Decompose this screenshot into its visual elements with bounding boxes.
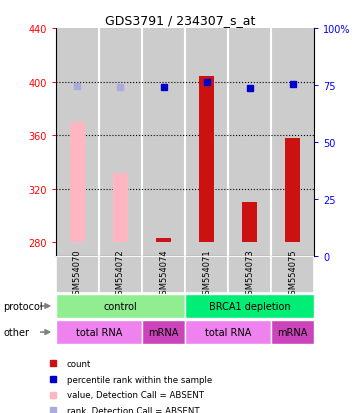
Text: mRNA: mRNA: [148, 327, 179, 337]
Bar: [99, 29, 142, 256]
Bar: [185, 294, 314, 318]
Bar: [285, 138, 300, 243]
Bar: [70, 122, 85, 243]
Bar: [199, 77, 214, 243]
Bar: [156, 239, 171, 243]
Bar: [242, 203, 257, 243]
Text: GSM554073: GSM554073: [245, 249, 254, 299]
Bar: [228, 256, 271, 293]
Bar: [156, 239, 171, 243]
Text: total RNA: total RNA: [76, 327, 122, 337]
Text: GSM554072: GSM554072: [116, 249, 125, 299]
Bar: [56, 320, 142, 344]
Bar: [56, 29, 99, 256]
Text: mRNA: mRNA: [277, 327, 308, 337]
Bar: [113, 173, 128, 243]
Text: other: other: [4, 327, 30, 337]
Text: GSM554075: GSM554075: [288, 249, 297, 299]
Text: BRCA1 depletion: BRCA1 depletion: [209, 301, 290, 311]
Text: percentile rank within the sample: percentile rank within the sample: [67, 375, 212, 384]
Text: control: control: [104, 301, 137, 311]
Text: GSM554070: GSM554070: [73, 249, 82, 299]
Bar: [56, 294, 185, 318]
Text: value, Detection Call = ABSENT: value, Detection Call = ABSENT: [67, 390, 204, 399]
Bar: [185, 320, 271, 344]
Bar: [271, 320, 314, 344]
Text: count: count: [67, 359, 91, 368]
Bar: [228, 29, 271, 256]
Bar: [185, 256, 228, 293]
Bar: [142, 29, 185, 256]
Text: GDS3791 / 234307_s_at: GDS3791 / 234307_s_at: [105, 14, 256, 27]
Bar: [271, 256, 314, 293]
Bar: [142, 320, 185, 344]
Text: rank, Detection Call = ABSENT: rank, Detection Call = ABSENT: [67, 406, 199, 413]
Text: GSM554074: GSM554074: [159, 249, 168, 299]
Bar: [185, 29, 228, 256]
Bar: [271, 29, 314, 256]
Text: GSM554071: GSM554071: [202, 249, 211, 299]
Bar: [142, 256, 185, 293]
Bar: [56, 256, 99, 293]
Bar: [99, 256, 142, 293]
Text: total RNA: total RNA: [205, 327, 251, 337]
Text: protocol: protocol: [4, 301, 43, 311]
